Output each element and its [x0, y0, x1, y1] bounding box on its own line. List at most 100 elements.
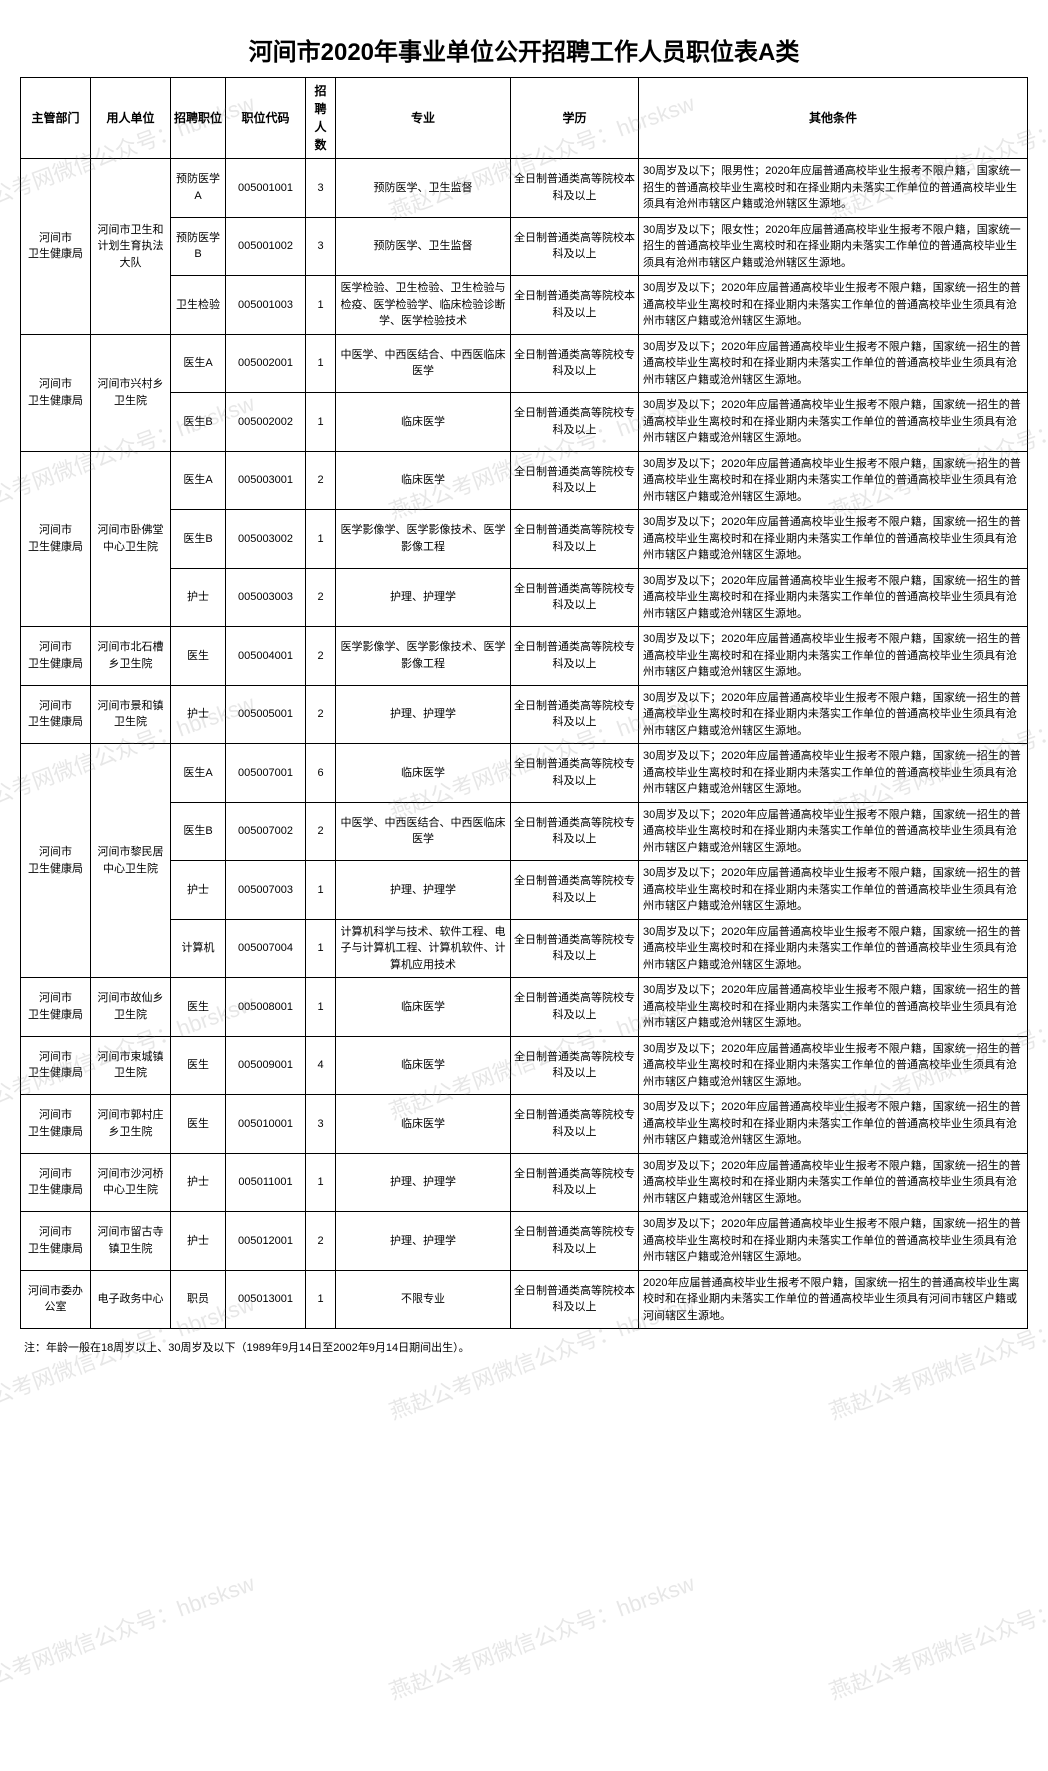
cell-code: 005010001 — [226, 1095, 306, 1154]
cell-unit: 河间市留古寺镇卫生院 — [91, 1212, 171, 1271]
table-row: 河间市 卫生健康局河间市北石槽乡卫生院医生0050040012医学影像学、医学影… — [21, 627, 1028, 686]
table-row: 河间市 卫生健康局河间市兴村乡卫生院医生A0050020011中医学、中西医结合… — [21, 334, 1028, 393]
cell-count: 1 — [306, 1153, 336, 1212]
cell-position: 医生 — [171, 627, 226, 686]
cell-other: 30周岁及以下；2020年应届普通高校毕业生报考不限户籍，国家统一招生的普通高校… — [639, 1153, 1028, 1212]
cell-major: 临床医学 — [336, 451, 511, 510]
cell-count: 3 — [306, 1095, 336, 1154]
cell-code: 005003003 — [226, 568, 306, 627]
cell-count: 2 — [306, 451, 336, 510]
watermark-text: 燕赵公考网微信公众号：hbrsksw — [0, 1566, 258, 1706]
cell-dept: 河间市 卫生健康局 — [21, 1153, 91, 1212]
cell-other: 30周岁及以下；限女性；2020年应届普通高校毕业生报考不限户籍，国家统一招生的… — [639, 217, 1028, 276]
cell-other: 30周岁及以下；2020年应届普通高校毕业生报考不限户籍，国家统一招生的普通高校… — [639, 1095, 1028, 1154]
cell-other: 30周岁及以下；2020年应届普通高校毕业生报考不限户籍，国家统一招生的普通高校… — [639, 919, 1028, 978]
watermark-text: 燕赵公考网微信公众号：hbrsksw — [384, 1566, 698, 1706]
cell-count: 1 — [306, 334, 336, 393]
footnote: 注：年龄一般在18周岁以上、30周岁及以下（1989年9月14日至2002年9月… — [20, 1329, 1028, 1365]
cell-major: 计算机科学与技术、软件工程、电子与计算机工程、计算机软件、计算机应用技术 — [336, 919, 511, 978]
cell-code: 005001003 — [226, 276, 306, 335]
cell-major: 护理、护理学 — [336, 1212, 511, 1271]
cell-other: 30周岁及以下；2020年应届普通高校毕业生报考不限户籍，国家统一招生的普通高校… — [639, 393, 1028, 452]
cell-unit: 河间市兴村乡卫生院 — [91, 334, 171, 451]
table-row: 河间市 卫生健康局河间市束城镇卫生院医生0050090014临床医学全日制普通类… — [21, 1036, 1028, 1095]
cell-position: 医生B — [171, 393, 226, 452]
cell-unit: 电子政务中心 — [91, 1270, 171, 1329]
cell-education: 全日制普通类高等院校专科及以上 — [511, 861, 639, 920]
cell-major: 临床医学 — [336, 1095, 511, 1154]
cell-dept: 河间市 卫生健康局 — [21, 627, 91, 686]
header-row: 主管部门 用人单位 招聘职位 职位代码 招聘人数 专业 学历 其他条件 — [21, 78, 1028, 159]
cell-count: 1 — [306, 861, 336, 920]
cell-education: 全日制普通类高等院校专科及以上 — [511, 685, 639, 744]
cell-position: 医生B — [171, 510, 226, 569]
cell-code: 005003001 — [226, 451, 306, 510]
th-code: 职位代码 — [226, 78, 306, 159]
cell-education: 全日制普通类高等院校专科及以上 — [511, 1212, 639, 1271]
cell-count: 2 — [306, 685, 336, 744]
th-major: 专业 — [336, 78, 511, 159]
positions-table: 主管部门 用人单位 招聘职位 职位代码 招聘人数 专业 学历 其他条件 河间市 … — [20, 77, 1028, 1329]
cell-position: 医生 — [171, 1095, 226, 1154]
cell-unit: 河间市沙河桥中心卫生院 — [91, 1153, 171, 1212]
cell-other: 30周岁及以下；2020年应届普通高校毕业生报考不限户籍，国家统一招生的普通高校… — [639, 627, 1028, 686]
cell-position: 医生 — [171, 978, 226, 1037]
cell-other: 2020年应届普通高校毕业生报考不限户籍，国家统一招生的普通高校毕业生离校时和在… — [639, 1270, 1028, 1329]
cell-code: 005012001 — [226, 1212, 306, 1271]
cell-major: 医学影像学、医学影像技术、医学影像工程 — [336, 627, 511, 686]
cell-position: 护士 — [171, 685, 226, 744]
cell-major: 预防医学、卫生监督 — [336, 159, 511, 218]
cell-position: 医生A — [171, 744, 226, 803]
cell-major: 临床医学 — [336, 744, 511, 803]
cell-major: 临床医学 — [336, 393, 511, 452]
cell-count: 6 — [306, 744, 336, 803]
cell-major: 临床医学 — [336, 978, 511, 1037]
table-row: 医生B0050070022中医学、中西医结合、中西医临床医学全日制普通类高等院校… — [21, 802, 1028, 861]
cell-education: 全日制普通类高等院校专科及以上 — [511, 1153, 639, 1212]
cell-other: 30周岁及以下；2020年应届普通高校毕业生报考不限户籍，国家统一招生的普通高校… — [639, 802, 1028, 861]
cell-other: 30周岁及以下；2020年应届普通高校毕业生报考不限户籍，国家统一招生的普通高校… — [639, 1212, 1028, 1271]
cell-major: 不限专业 — [336, 1270, 511, 1329]
cell-code: 005011001 — [226, 1153, 306, 1212]
cell-major: 预防医学、卫生监督 — [336, 217, 511, 276]
cell-dept: 河间市 卫生健康局 — [21, 1036, 91, 1095]
cell-education: 全日制普通类高等院校专科及以上 — [511, 334, 639, 393]
cell-count: 1 — [306, 510, 336, 569]
cell-code: 005013001 — [226, 1270, 306, 1329]
cell-other: 30周岁及以下；2020年应届普通高校毕业生报考不限户籍，国家统一招生的普通高校… — [639, 1036, 1028, 1095]
th-count: 招聘人数 — [306, 78, 336, 159]
cell-position: 卫生检验 — [171, 276, 226, 335]
th-pos: 招聘职位 — [171, 78, 226, 159]
cell-education: 全日制普通类高等院校专科及以上 — [511, 919, 639, 978]
cell-dept: 河间市 卫生健康局 — [21, 978, 91, 1037]
cell-position: 护士 — [171, 1212, 226, 1271]
cell-position: 计算机 — [171, 919, 226, 978]
cell-code: 005003002 — [226, 510, 306, 569]
cell-unit: 河间市束城镇卫生院 — [91, 1036, 171, 1095]
cell-other: 30周岁及以下；2020年应届普通高校毕业生报考不限户籍，国家统一招生的普通高校… — [639, 568, 1028, 627]
cell-education: 全日制普通类高等院校专科及以上 — [511, 393, 639, 452]
cell-count: 4 — [306, 1036, 336, 1095]
cell-code: 005007001 — [226, 744, 306, 803]
table-row: 计算机0050070041计算机科学与技术、软件工程、电子与计算机工程、计算机软… — [21, 919, 1028, 978]
cell-count: 2 — [306, 802, 336, 861]
table-row: 河间市 卫生健康局河间市沙河桥中心卫生院护士0050110011护理、护理学全日… — [21, 1153, 1028, 1212]
th-dept: 主管部门 — [21, 78, 91, 159]
cell-count: 1 — [306, 1270, 336, 1329]
cell-code: 005009001 — [226, 1036, 306, 1095]
table-row: 河间市 卫生健康局河间市故仙乡卫生院医生0050080011临床医学全日制普通类… — [21, 978, 1028, 1037]
cell-education: 全日制普通类高等院校专科及以上 — [511, 627, 639, 686]
watermark-text: 燕赵公考网微信公众号：hbrsksw — [824, 1566, 1048, 1706]
cell-unit: 河间市黎民居中心卫生院 — [91, 744, 171, 978]
cell-major: 护理、护理学 — [336, 685, 511, 744]
cell-code: 005008001 — [226, 978, 306, 1037]
cell-other: 30周岁及以下；2020年应届普通高校毕业生报考不限户籍，国家统一招生的普通高校… — [639, 510, 1028, 569]
cell-position: 护士 — [171, 861, 226, 920]
cell-major: 医学检验、卫生检验、卫生检验与检疫、医学检验学、临床检验诊断学、医学检验技术 — [336, 276, 511, 335]
table-row: 护士0050070031护理、护理学全日制普通类高等院校专科及以上30周岁及以下… — [21, 861, 1028, 920]
cell-count: 1 — [306, 978, 336, 1037]
cell-other: 30周岁及以下；2020年应届普通高校毕业生报考不限户籍，国家统一招生的普通高校… — [639, 978, 1028, 1037]
cell-other: 30周岁及以下；2020年应届普通高校毕业生报考不限户籍，国家统一招生的普通高校… — [639, 744, 1028, 803]
cell-education: 全日制普通类高等院校本科及以上 — [511, 1270, 639, 1329]
cell-code: 005002001 — [226, 334, 306, 393]
